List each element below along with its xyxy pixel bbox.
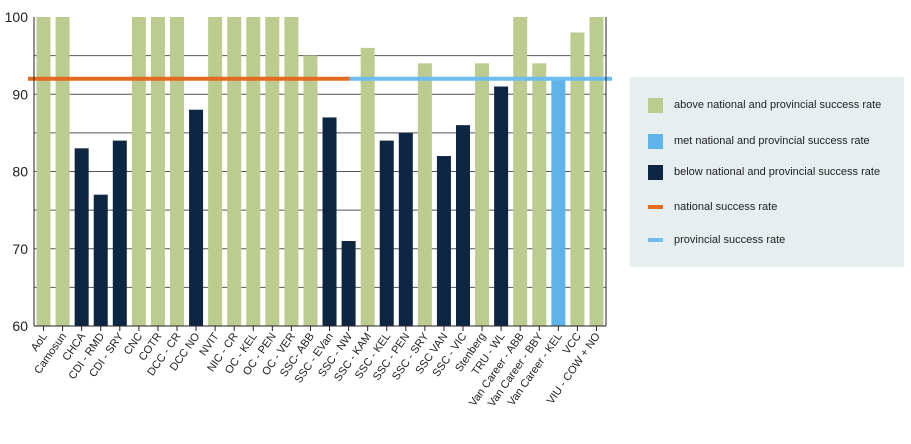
bar (513, 17, 528, 326)
legend-label-provincial: provincial success rate (674, 234, 786, 246)
bar (208, 17, 223, 326)
legend-label-met: met national and provincial success rate (674, 135, 870, 147)
bar (417, 63, 432, 326)
bar (131, 17, 146, 326)
y-tick-label: 60 (12, 318, 28, 334)
bar (379, 140, 394, 326)
bar (246, 17, 261, 326)
legend: above national and provincial success ra… (630, 77, 904, 267)
bar (456, 125, 470, 327)
bar (303, 55, 318, 326)
y-tick-label: 100 (5, 9, 29, 25)
legend-swatch-above (648, 97, 663, 113)
y-tick-label: 70 (12, 241, 28, 257)
y-tick-label: 80 (12, 164, 28, 180)
bar (189, 109, 204, 326)
bar (112, 140, 127, 326)
bar (570, 32, 585, 326)
bar (475, 63, 490, 326)
bar (74, 148, 89, 326)
legend-item-national: national success rate (648, 199, 777, 215)
bar (265, 17, 280, 326)
bar (93, 194, 108, 326)
legend-label-above: above national and provincial success ra… (674, 99, 882, 111)
y-tick-label: 90 (12, 86, 28, 102)
bar (322, 117, 337, 326)
legend-swatch-below (648, 164, 663, 180)
bar (36, 17, 51, 326)
legend-item-met: met national and provincial success rate (648, 133, 870, 149)
legend-label-national: national success rate (674, 201, 778, 213)
bar (494, 86, 509, 327)
legend-label-below: below national and provincial success ra… (674, 166, 881, 178)
bar (150, 17, 165, 326)
legend-swatch-met (648, 133, 663, 149)
legend-swatch-provincial (648, 238, 663, 242)
bar (398, 132, 413, 326)
bar (532, 63, 547, 326)
legend-swatch-national (648, 205, 663, 209)
bar (436, 156, 451, 326)
bar (284, 17, 299, 326)
legend-item-below: below national and provincial success ra… (648, 164, 880, 180)
bar (170, 17, 184, 326)
bar (55, 17, 70, 326)
bar (341, 241, 356, 326)
legend-item-above: above national and provincial success ra… (648, 97, 881, 113)
bar (589, 17, 604, 326)
bar (360, 47, 375, 327)
bar (227, 17, 242, 326)
bar (551, 78, 566, 326)
legend-item-provincial: provincial success rate (648, 232, 785, 248)
